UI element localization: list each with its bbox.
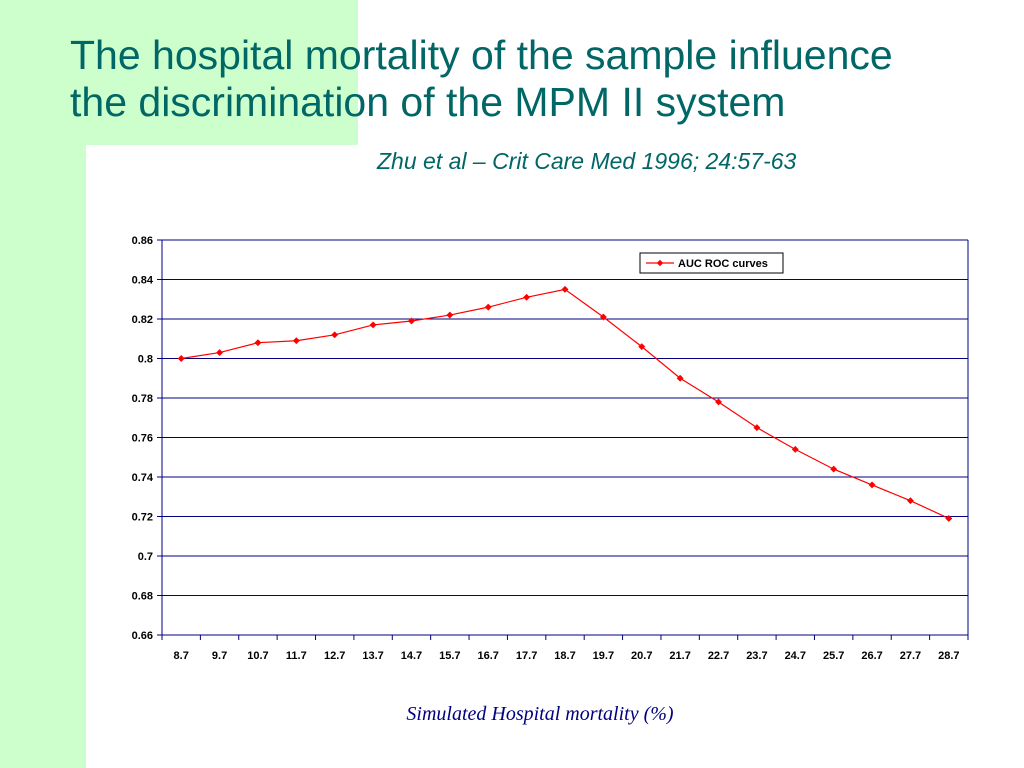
- y-tick-label: 0.74: [132, 472, 154, 484]
- y-tick-label: 0.76: [132, 433, 153, 445]
- x-tick-label: 25.7: [823, 650, 844, 662]
- x-tick-label: 12.7: [324, 650, 345, 662]
- x-tick-label: 16.7: [478, 650, 499, 662]
- x-tick-label: 8.7: [174, 650, 189, 662]
- data-point: [830, 465, 838, 473]
- data-point: [906, 497, 914, 505]
- legend: AUC ROC curves: [639, 252, 784, 274]
- data-point: [369, 321, 377, 329]
- legend-box: [639, 252, 784, 274]
- y-tick-labels: 0.86 0.84 0.82 0.8 0.78 0.76 0.74 0.72 0.7 0.68 0.…: [132, 235, 154, 642]
- y-tick-label: 0.68: [132, 591, 153, 603]
- data-point: [407, 317, 416, 325]
- x-tick-label: 20.7: [631, 650, 652, 662]
- data-point: [945, 514, 953, 523]
- data-point: [484, 303, 492, 311]
- x-tick-label: 26.7: [861, 650, 882, 662]
- x-tick-label: 19.7: [593, 650, 614, 662]
- data-point: [216, 349, 224, 357]
- slide-title: The hospital mortality of the sample inf…: [70, 32, 1010, 126]
- x-tick-label: 28.7: [938, 650, 959, 662]
- series-line: [181, 288, 950, 520]
- data-point: [868, 481, 876, 489]
- legend-label: AUC ROC curves: [678, 258, 768, 270]
- x-tick-label: 9.7: [212, 650, 227, 662]
- data-point: [177, 354, 185, 363]
- x-tick-label: 21.7: [669, 650, 690, 662]
- data-point: [446, 311, 454, 319]
- y-tick-label: 0.72: [132, 512, 153, 524]
- citation: Zhu et al – Crit Care Med 1996; 24:57-63: [377, 148, 797, 174]
- y-tick-label: 0.86: [132, 235, 153, 247]
- x-axis-title: Simulated Hospital mortality (%): [406, 703, 674, 725]
- data-point: [331, 331, 339, 339]
- y-tick-label: 0.84: [132, 275, 154, 287]
- data-point: [676, 374, 684, 382]
- x-tick-label: 22.7: [708, 650, 729, 662]
- x-tick-label: 11.7: [286, 650, 307, 662]
- legend-marker: [656, 259, 664, 267]
- x-tick-label: 14.7: [401, 650, 422, 662]
- x-tick-labels: 8.7 9.7 10.7 11.7 12.7 13.7 14.7 15.7 16.7 17.7 18…: [174, 650, 960, 662]
- y-tick-label: 0.66: [132, 630, 153, 642]
- x-tick-label: 23.7: [746, 650, 767, 662]
- x-tick-label: 17.7: [516, 650, 537, 662]
- x-tick-label: 18.7: [554, 650, 575, 662]
- data-point: [254, 339, 262, 347]
- y-tick-label: 0.8: [138, 354, 153, 366]
- series-auc-roc: [177, 285, 953, 523]
- slide-title-line-1: The hospital mortality of the sample inf…: [70, 32, 893, 78]
- x-tick-label: 10.7: [247, 650, 268, 662]
- data-point: [523, 293, 531, 301]
- background-band-left: [0, 0, 86, 768]
- data-point: [714, 398, 723, 406]
- x-tick-label: 24.7: [785, 650, 806, 662]
- x-tick-label: 13.7: [362, 650, 383, 662]
- data-point: [292, 337, 300, 345]
- data-point: [753, 424, 761, 432]
- axes: [157, 239, 969, 640]
- x-tick-label: 15.7: [439, 650, 460, 662]
- y-tick-label: 0.7: [138, 551, 153, 563]
- data-point: [638, 343, 646, 351]
- data-point: [791, 445, 799, 453]
- data-point: [599, 313, 607, 321]
- grid-lines: [162, 239, 968, 636]
- slide-title-line-2: the discrimination of the MPM II system: [70, 79, 786, 125]
- y-tick-label: 0.82: [132, 314, 153, 326]
- data-point: [561, 285, 569, 293]
- x-tick-label: 27.7: [900, 650, 921, 662]
- y-tick-label: 0.78: [132, 393, 153, 405]
